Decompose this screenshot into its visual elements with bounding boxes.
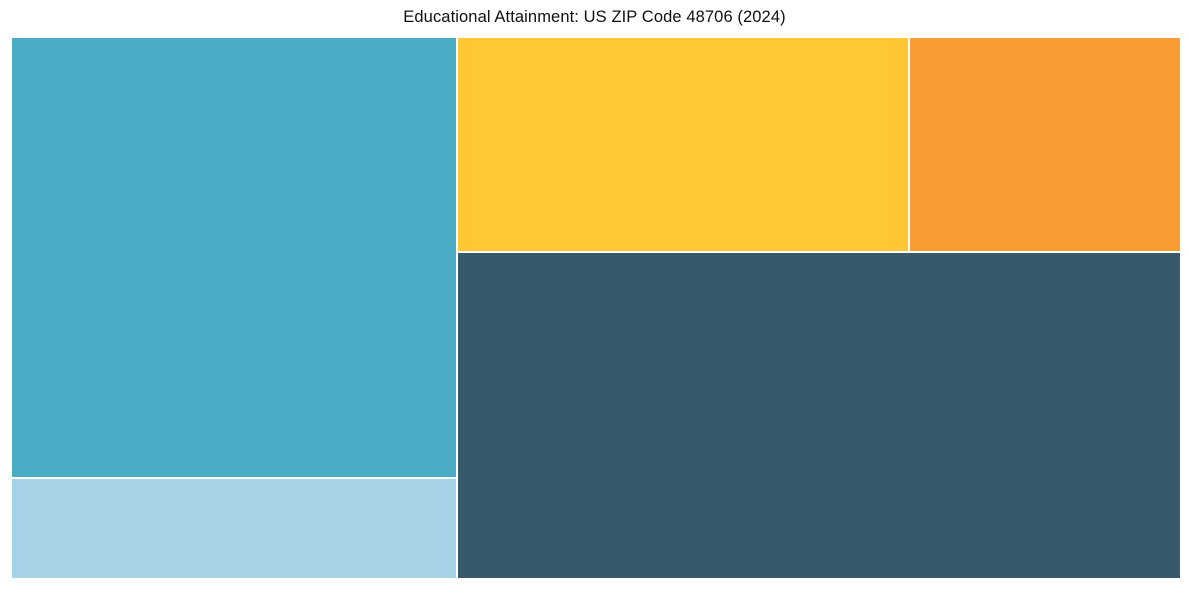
treemap-tile-orange[interactable] xyxy=(910,38,1180,251)
treemap-tile-teal[interactable] xyxy=(12,38,456,477)
treemap-tile-yellow[interactable] xyxy=(458,38,908,251)
treemap-tile-dark-slate[interactable] xyxy=(458,253,1180,578)
chart-title: Educational Attainment: US ZIP Code 4870… xyxy=(403,8,786,26)
treemap xyxy=(12,38,1180,578)
treemap-tile-light-blue[interactable] xyxy=(12,479,456,578)
